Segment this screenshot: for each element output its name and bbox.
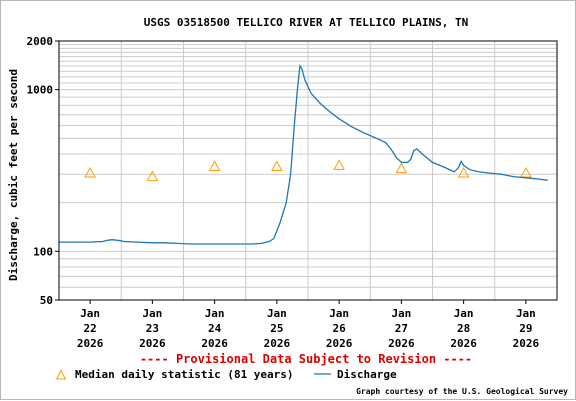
- x-tick-label: Jan: [516, 307, 536, 320]
- x-tick-label: 2026: [388, 337, 415, 350]
- discharge-line: [59, 64, 548, 245]
- grid: [59, 41, 557, 300]
- x-tick-label: 2026: [77, 337, 104, 350]
- legend: Median daily statistic (81 years) Discha…: [55, 368, 397, 381]
- x-tick-label: Jan: [205, 307, 225, 320]
- x-tick-label: 2026: [326, 337, 353, 350]
- plot-border: [58, 40, 558, 301]
- median-marker: [457, 167, 470, 178]
- x-tick-label: 25: [270, 322, 283, 335]
- x-tick-label: Jan: [142, 307, 162, 320]
- x-tick-label: 29: [519, 322, 532, 335]
- chart-title: USGS 03518500 TELLICO RIVER AT TELLICO P…: [144, 16, 469, 29]
- median-marker: [84, 167, 96, 178]
- median-marker: [146, 170, 159, 182]
- y-tick-label: 100: [33, 245, 53, 258]
- median-marker: [395, 162, 408, 174]
- median-marker: [520, 167, 532, 178]
- x-tick-label: 2026: [450, 337, 477, 350]
- median-marker: [333, 159, 345, 170]
- x-tick-label: Jan: [391, 307, 411, 320]
- x-tick-label: Jan: [454, 307, 474, 320]
- median-markers: [84, 159, 532, 182]
- legend-discharge-label: Discharge: [337, 368, 397, 381]
- x-tick-label: 27: [395, 322, 408, 335]
- legend-median-label: Median daily statistic (81 years): [75, 368, 294, 381]
- x-tick-label: 2026: [513, 337, 540, 350]
- y-tick-labels: 50 100 1000 2000: [27, 35, 59, 307]
- y-axis-label: Discharge, cubic feet per second: [7, 69, 20, 281]
- x-tick-label: Jan: [80, 307, 100, 320]
- x-tick-label: 26: [333, 322, 347, 335]
- x-tick-label: 22: [84, 322, 97, 335]
- discharge-series: [59, 64, 548, 245]
- provisional-notice: ---- Provisional Data Subject to Revisio…: [140, 352, 472, 366]
- y-tick-label: 2000: [27, 35, 54, 48]
- credit-text: Graph courtesy of the U.S. Geological Su…: [356, 386, 568, 396]
- x-tick-label: 2026: [201, 337, 228, 350]
- x-tick-label: 2026: [264, 337, 291, 350]
- x-tick-label: 2026: [139, 337, 166, 350]
- x-tick-label: Jan: [267, 307, 287, 320]
- y-tick-label: 1000: [27, 84, 54, 97]
- triangle-icon: [55, 369, 67, 380]
- y-tick-label: 50: [40, 294, 53, 307]
- median-marker: [271, 160, 283, 171]
- x-tick-labels: Jan 22 2026 Jan 23 2026 Jan 24 2026 Jan 25 2026 Jan 2…: [77, 300, 540, 350]
- x-tick-label: 24: [208, 322, 222, 335]
- x-tick-label: 28: [457, 322, 470, 335]
- x-tick-label: Jan: [329, 307, 349, 320]
- median-marker: [208, 160, 221, 171]
- x-tick-label: 23: [146, 322, 159, 335]
